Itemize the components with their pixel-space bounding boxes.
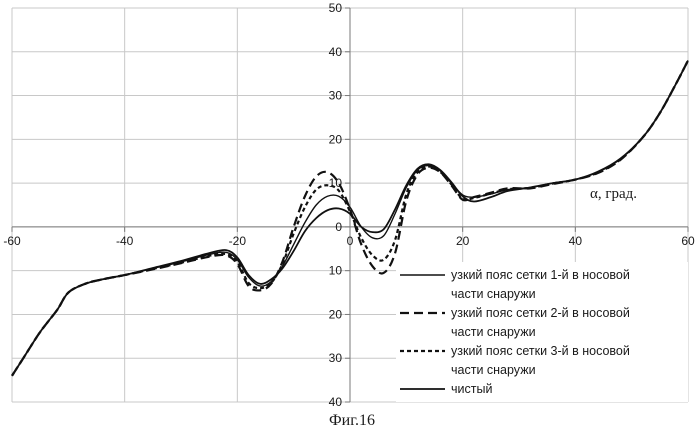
legend-label-3: узкий пояс сетки 3-й в носовой — [451, 344, 630, 358]
y-tick-label-6: 10 — [329, 264, 343, 278]
x-axis-label: α, град. — [590, 186, 637, 202]
y-tick-label-7: 20 — [329, 307, 343, 321]
legend-label-1-cont: части снаружи — [451, 287, 536, 301]
legend-background — [396, 262, 688, 402]
y-tick-label-9: 40 — [329, 395, 343, 409]
legend: узкий пояс сетки 1-й в носовой части снар… — [396, 262, 688, 402]
y-tick-label-3: 20 — [329, 132, 343, 146]
legend-label-2: узкий пояс сетки 2-й в носовой — [451, 306, 630, 320]
x-tick-label-5: 40 — [569, 234, 583, 248]
x-tick-label-0: -60 — [3, 234, 21, 248]
x-tick-label-1: -40 — [116, 234, 134, 248]
legend-label-4: чистый — [451, 382, 492, 396]
x-tick-label-6: 60 — [681, 234, 695, 248]
y-tick-label-0: 50 — [329, 1, 343, 15]
x-tick-label-4: 20 — [456, 234, 470, 248]
x-tick-label-2: -20 — [229, 234, 247, 248]
y-tick-label-8: 30 — [329, 351, 343, 365]
legend-label-2-cont: части снаружи — [451, 325, 536, 339]
legend-label-3-cont: части снаружи — [451, 363, 536, 377]
y-tick-label-1: 40 — [329, 45, 343, 59]
figure-caption: Фиг.16 — [329, 412, 375, 429]
y-tick-label-4: 10 — [329, 176, 343, 190]
y-tick-label-2: 30 — [329, 89, 343, 103]
x-tick-label-3: 0 — [347, 234, 354, 248]
legend-label-1: узкий пояс сетки 1-й в носовой — [451, 268, 630, 282]
y-tick-label-5: 0 — [335, 220, 342, 234]
